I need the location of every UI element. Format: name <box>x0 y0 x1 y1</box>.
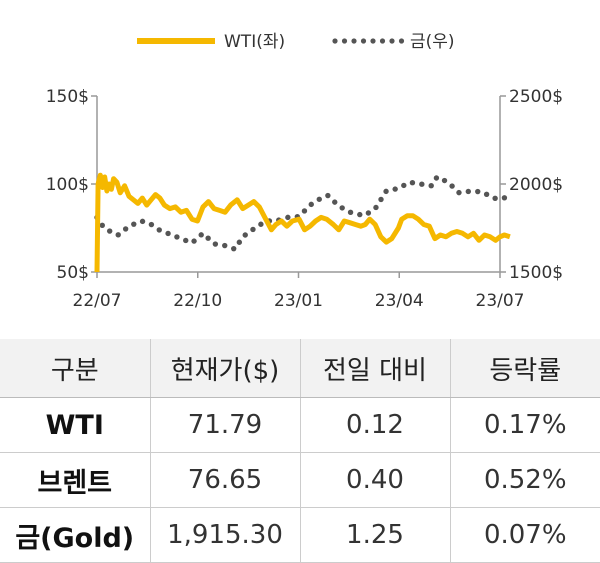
gold-price-point <box>198 232 204 238</box>
gold-price-point <box>409 180 416 186</box>
gold-price-point <box>301 208 308 214</box>
commodity-price-chart: WTI(좌) 금(우) 150$ 100$ 50$ 2500$ 2000$ 1500$ 22… <box>46 32 563 311</box>
gold-price-point <box>475 188 481 195</box>
gold-price-point <box>357 211 363 218</box>
table-row: 금(Gold) 1,915.30 1.25 0.07% <box>0 507 600 563</box>
legend-dot <box>389 38 395 44</box>
gold-price-point <box>465 188 472 195</box>
cell-daily-change: 0.40 <box>299 452 450 508</box>
wti-price-line <box>94 172 511 273</box>
gold-price-point <box>148 221 155 228</box>
legend-label-gold: 금(우) <box>410 32 455 52</box>
legend-dot <box>360 38 367 44</box>
table-row: WTI 71.79 0.12 0.17% <box>0 397 600 453</box>
legend-dot <box>398 38 405 44</box>
chart-plot-area <box>94 172 511 273</box>
x-tick-label: 23/07 <box>476 291 525 311</box>
gold-price-point <box>236 239 243 245</box>
gold-price-point <box>383 188 389 195</box>
cell-change-rate: 0.52% <box>449 452 600 508</box>
gold-price-point <box>122 226 129 232</box>
gold-price-point <box>501 195 508 201</box>
y-right-tick-label: 2500$ <box>509 87 563 107</box>
cell-daily-change: 0.12 <box>299 397 450 453</box>
gold-price-point <box>441 177 448 184</box>
gold-price-point <box>308 201 314 208</box>
header-current-price: 현재가($) <box>149 339 300 398</box>
gold-price-point <box>115 232 121 238</box>
x-tick-label: 23/01 <box>274 291 323 311</box>
gold-price-point <box>131 221 137 227</box>
header-change-rate: 등락률 <box>449 339 600 398</box>
gold-price-point <box>419 181 425 187</box>
row-label-wti: WTI <box>0 397 150 453</box>
legend-swatch-gold <box>332 38 405 44</box>
chart-tick-labels: 150$ 100$ 50$ 2500$ 2000$ 1500$ 22/07 22/10 23/0… <box>46 87 563 311</box>
gold-price-point <box>250 226 256 233</box>
gold-price-point <box>378 196 384 203</box>
gold-price-point <box>373 204 379 211</box>
y-left-tick-label: 100$ <box>46 175 89 195</box>
table-header-row: 구분 현재가($) 전일 대비 등락률 <box>0 339 600 398</box>
header-category: 구분 <box>0 339 150 398</box>
row-label-gold: 금(Gold) <box>0 507 150 563</box>
gold-price-point <box>365 210 372 216</box>
table-row: 브렌트 76.65 0.40 0.52% <box>0 452 600 508</box>
cell-daily-change: 1.25 <box>299 507 450 563</box>
y-right-tick-label: 1500$ <box>509 263 563 283</box>
chart-canvas: WTI(좌) 금(우) 150$ 100$ 50$ 2500$ 2000$ 1500$ 22… <box>46 32 563 311</box>
gold-price-point <box>492 195 498 202</box>
gold-price-point <box>456 189 462 196</box>
y-right-tick-label: 2000$ <box>509 175 563 195</box>
legend-dot <box>341 38 348 44</box>
gold-price-point <box>242 232 248 238</box>
gold-price-point <box>401 182 407 189</box>
gold-price-point <box>392 186 398 192</box>
gold-price-point <box>191 238 197 244</box>
gold-price-point <box>449 183 455 189</box>
gold-price-point <box>433 175 440 181</box>
chart-axes <box>91 95 506 278</box>
gold-price-point <box>347 209 354 216</box>
gold-price-point <box>205 235 211 241</box>
chart-legend: WTI(좌) 금(우) <box>137 32 455 52</box>
gold-price-point <box>428 183 434 189</box>
gold-price-point <box>156 227 162 233</box>
legend-label-wti: WTI(좌) <box>224 32 285 52</box>
row-label-brent: 브렌트 <box>0 452 150 508</box>
y-left-tick-label: 50$ <box>57 263 89 283</box>
price-summary-table: 구분 현재가($) 전일 대비 등락률 WTI 71.79 0.12 0.17%… <box>0 339 600 563</box>
gold-price-point <box>231 245 237 252</box>
gold-price-point <box>106 228 113 234</box>
cell-current-price: 71.79 <box>149 397 300 453</box>
cell-change-rate: 0.17% <box>449 397 600 453</box>
legend-dot <box>351 38 357 44</box>
legend-dot <box>332 38 338 44</box>
x-tick-label: 22/07 <box>73 291 122 311</box>
x-tick-label: 22/10 <box>173 291 222 311</box>
gold-price-point <box>139 218 146 225</box>
gold-price-point <box>258 221 264 227</box>
y-left-tick-label: 150$ <box>46 87 89 107</box>
gold-price-point <box>222 242 228 249</box>
gold-price-point <box>325 192 331 199</box>
gold-price-point <box>339 205 345 211</box>
gold-price-point <box>174 234 180 240</box>
cell-current-price: 76.65 <box>149 452 300 508</box>
gold-price-point <box>99 222 105 229</box>
gold-price-point <box>285 214 291 221</box>
gold-price-point <box>212 241 219 247</box>
gold-price-point <box>165 230 171 237</box>
gold-price-point <box>332 199 338 205</box>
header-daily-change: 전일 대비 <box>299 339 450 398</box>
legend-dot <box>370 38 376 44</box>
cell-change-rate: 0.07% <box>449 507 600 563</box>
cell-current-price: 1,915.30 <box>149 507 300 563</box>
gold-price-point <box>483 191 490 198</box>
gold-price-point <box>316 196 322 202</box>
legend-dot <box>379 38 386 44</box>
gold-price-point <box>183 237 189 244</box>
x-tick-label: 23/04 <box>375 291 424 311</box>
